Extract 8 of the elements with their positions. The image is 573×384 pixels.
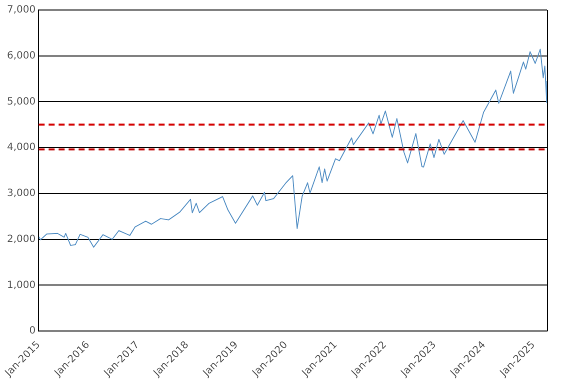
- y-tick-label: 7,000: [6, 4, 36, 16]
- y-tick-label: 6,000: [6, 50, 36, 62]
- y-tick-label: 3,000: [6, 188, 36, 200]
- y-tick-label: 0: [29, 326, 36, 337]
- y-tick-label: 4,000: [6, 142, 36, 154]
- y-tick-label: 5,000: [6, 96, 36, 108]
- y-tick-label: 2,000: [6, 234, 36, 245]
- y-tick-label: 1,000: [6, 280, 36, 291]
